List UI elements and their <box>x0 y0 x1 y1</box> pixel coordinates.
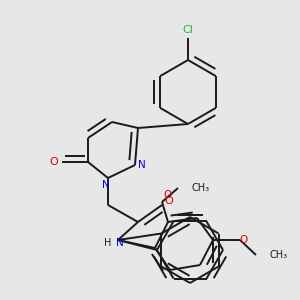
Text: N: N <box>138 160 146 170</box>
Text: Cl: Cl <box>183 25 194 35</box>
Text: O: O <box>165 196 173 206</box>
Text: CH₃: CH₃ <box>192 183 210 193</box>
Text: N: N <box>116 238 124 248</box>
Text: O: O <box>50 157 58 167</box>
Text: H: H <box>104 238 112 248</box>
Text: N: N <box>102 180 110 190</box>
Text: O: O <box>163 190 171 200</box>
Text: CH₃: CH₃ <box>270 250 288 260</box>
Text: O: O <box>239 235 247 245</box>
